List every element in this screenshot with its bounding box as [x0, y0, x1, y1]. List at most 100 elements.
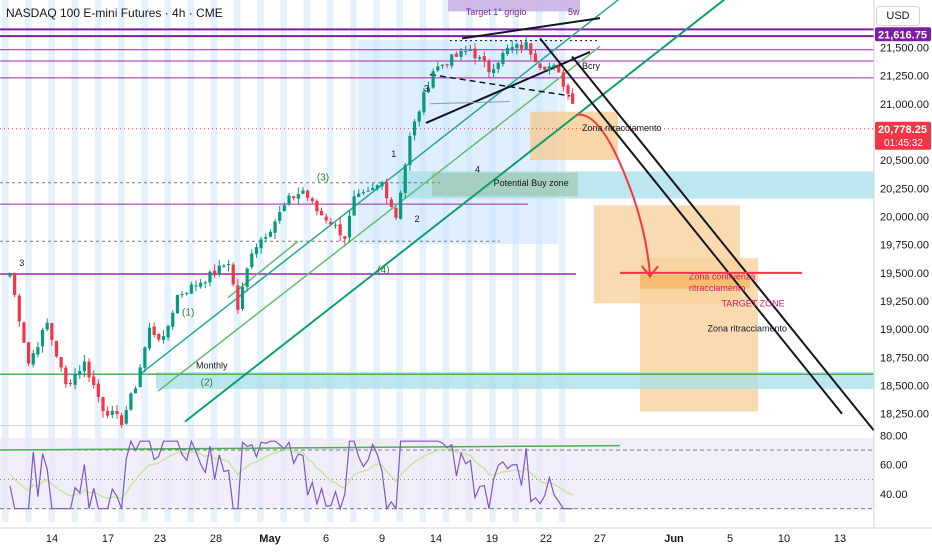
candle-body: [496, 62, 500, 69]
price-badge: [875, 121, 931, 150]
candle-body: [445, 64, 449, 66]
candle-body: [417, 111, 421, 122]
candle-body: [133, 388, 138, 394]
candle-body: [315, 200, 319, 212]
price-tick-label: 21,250.00: [880, 71, 929, 83]
candle-body: [571, 93, 575, 104]
candle-body: [268, 231, 272, 237]
candle-body: [273, 221, 277, 233]
zone-target-grey: [448, 0, 580, 12]
price-tick-label: 18,750.00: [880, 352, 929, 364]
candle-body: [440, 64, 445, 66]
wedge-dashed-line: [429, 73, 571, 97]
session-stripe: [94, 0, 102, 522]
session-stripe: [71, 0, 79, 522]
candle-body: [412, 121, 417, 136]
session-stripe: [466, 0, 473, 522]
candle-body: [478, 57, 482, 59]
candle-body: [352, 196, 356, 216]
chart-title: NASDAQ 100 E-mini Futures · 4h · CME: [6, 6, 223, 20]
session-stripe: [48, 0, 55, 522]
candle-body: [147, 327, 152, 349]
candle-body: [245, 268, 249, 287]
candle-body: [27, 342, 31, 364]
annotation-label: Monthly: [196, 361, 228, 371]
session-stripe: [396, 0, 403, 522]
annotation-label: Target 1° grigio: [466, 7, 527, 17]
time-tick-label: 23: [154, 533, 166, 545]
price-tick-label: 19,250.00: [880, 296, 929, 308]
wedge-upper-line: [461, 17, 601, 40]
time-tick-label: 28: [210, 533, 222, 545]
session-stripe: [187, 0, 195, 522]
candle-body: [82, 361, 86, 372]
candle-body: [226, 263, 231, 265]
candle-body: [138, 367, 142, 388]
annotation-label: (3): [317, 172, 329, 183]
candle-body: [561, 72, 565, 87]
candle-body: [464, 51, 468, 53]
rsi-trendline: [0, 444, 621, 451]
session-stripe: [350, 0, 357, 522]
candle-body: [371, 187, 375, 191]
candle-body: [13, 272, 17, 295]
currency-selector[interactable]: USD: [876, 6, 920, 26]
candle-body: [199, 282, 203, 287]
annotation-label: TARGET ZONE: [721, 299, 784, 309]
candle-body: [547, 66, 551, 71]
candle-body: [264, 237, 268, 239]
session-stripe: [489, 0, 496, 522]
wedge-lower-line: [425, 51, 591, 124]
candle-body: [566, 85, 570, 94]
candle-body: [129, 393, 133, 410]
candle-body: [375, 185, 379, 189]
candle-body: [552, 64, 556, 68]
candle-body: [203, 282, 207, 284]
price-badge-label: 21,616.75: [878, 29, 927, 41]
annotation-label: (2): [201, 378, 213, 389]
price-tick-label: 19,750.00: [880, 240, 929, 252]
session-stripe: [118, 0, 125, 522]
candle-body: [175, 294, 179, 314]
price-tick-label: 18,500.00: [880, 381, 929, 393]
rsi-line: [9, 439, 573, 511]
candle-body: [278, 212, 282, 221]
candle-body: [96, 383, 100, 397]
candle-body: [510, 47, 514, 50]
candle-body: [431, 71, 435, 88]
candle-body: [347, 215, 352, 238]
candle-body: [436, 66, 440, 71]
pane-divider: [0, 425, 874, 426]
candle-body: [454, 53, 458, 57]
zone-potential-buy-inner: [432, 172, 578, 197]
candle-body: [240, 287, 245, 309]
candle-body: [482, 56, 486, 62]
candle-body: [338, 224, 342, 236]
session-stripe: [373, 0, 380, 522]
session-stripe: [442, 0, 450, 522]
candle-body: [385, 182, 389, 199]
session-stripe: [419, 0, 427, 522]
session-stripe: [2, 0, 9, 522]
candle-body: [366, 190, 370, 192]
channel-mid-line: [157, 45, 601, 392]
price-tick-label: 21,000.00: [880, 99, 929, 111]
candle-body: [403, 164, 407, 194]
candle-body: [380, 182, 384, 187]
price-tick-label: 20,000.00: [880, 212, 929, 224]
candle-body: [189, 284, 193, 294]
annotation-label: 5w: [568, 7, 580, 17]
zone-confluence: [640, 275, 750, 289]
time-tick-label: 14: [430, 533, 442, 545]
session-stripe: [303, 0, 311, 522]
price-tick-label: 19,500.00: [880, 268, 929, 280]
candle-body: [529, 43, 533, 55]
annotation-label: 2: [415, 214, 420, 224]
annotation-label: Zona ritracciamento: [582, 123, 662, 133]
candle-body: [217, 265, 221, 274]
candle-body: [161, 336, 166, 340]
time-tick-label: 27: [594, 533, 606, 545]
candle-body: [40, 330, 45, 347]
